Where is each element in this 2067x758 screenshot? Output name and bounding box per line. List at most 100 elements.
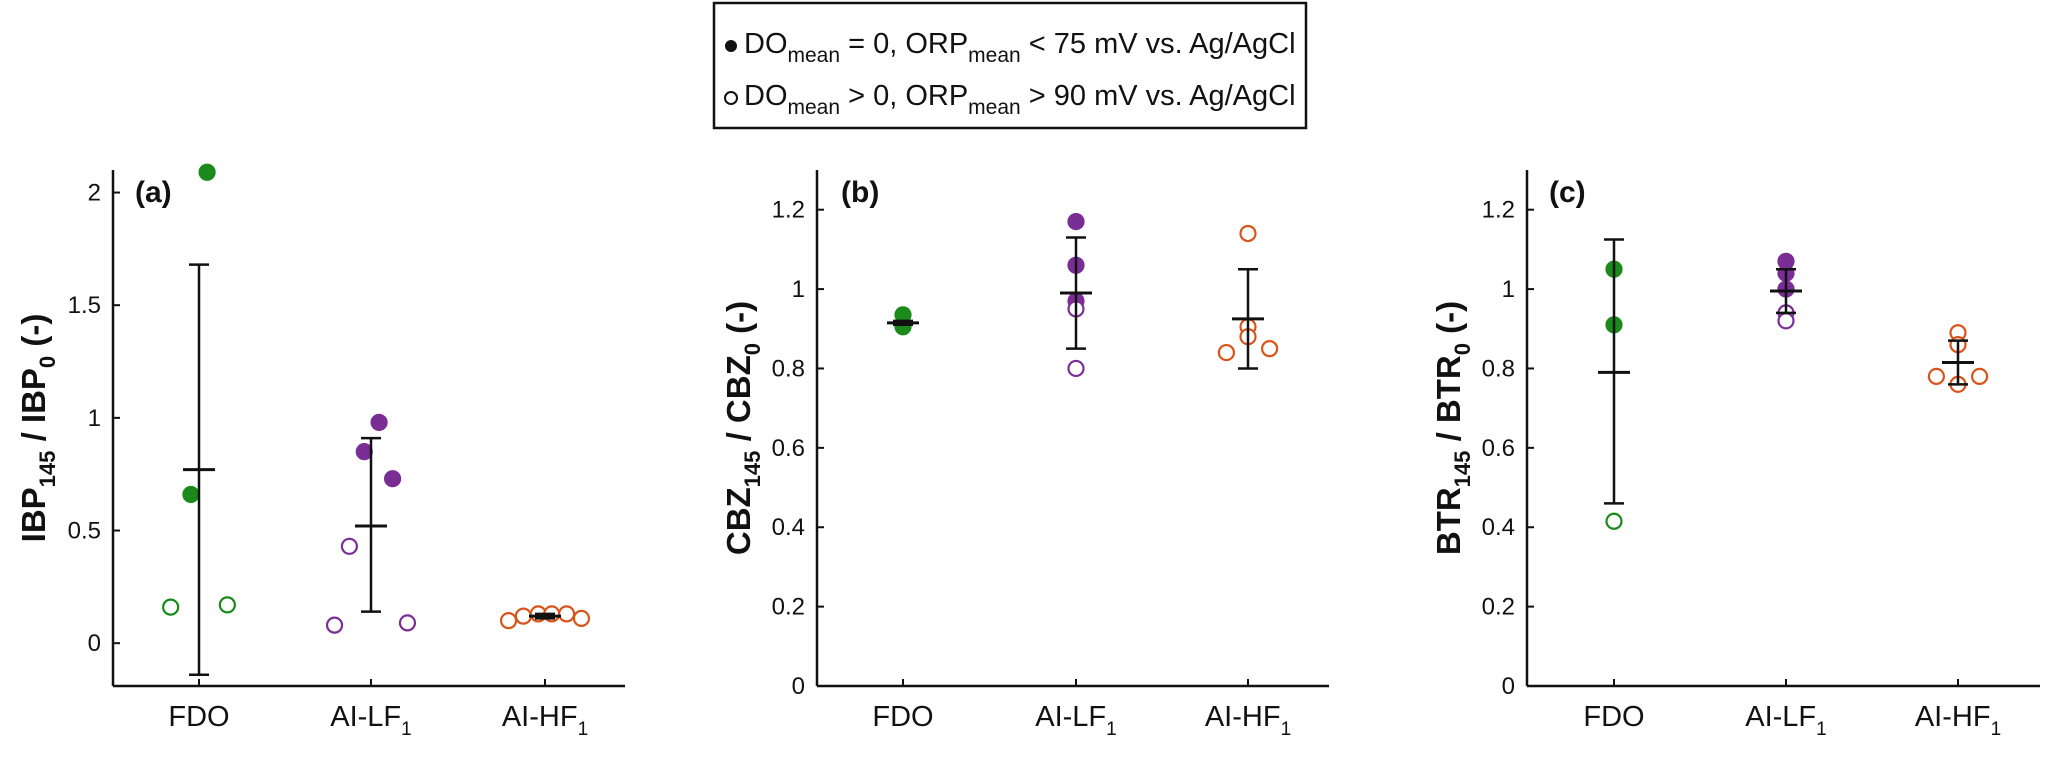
x-tick-label: FDO (1583, 701, 1644, 733)
y-axis-label-part: CBZ (720, 487, 757, 555)
data-group (1927, 324, 1989, 393)
x-tick-label-main: FDO (872, 701, 933, 733)
data-group (499, 605, 591, 630)
x-tick-label: AI-HF1 (1915, 701, 2001, 740)
x-tick-label: FDO (168, 701, 229, 733)
y-axis-label-part: / CBZ (720, 355, 757, 450)
x-tick-label-sub: 1 (1991, 719, 2002, 740)
x-tick-label-main: FDO (168, 701, 229, 733)
x-tick-label-main: AI-HF (502, 701, 578, 733)
x-tick-label: AI-HF1 (502, 701, 588, 740)
data-point-open (514, 607, 533, 625)
data-point-filled (355, 443, 373, 461)
y-tick-label: 1 (792, 276, 805, 303)
data-group (1060, 213, 1092, 378)
x-tick-label-sub: 1 (578, 719, 589, 740)
y-axis-label: CBZ145 / CBZ0 (-) (720, 301, 765, 555)
panel-label: (a) (135, 176, 172, 209)
panel-label: (b) (841, 176, 879, 209)
x-tick-label: FDO (872, 701, 933, 733)
legend-box (712, 1, 1308, 130)
data-point-open (1217, 343, 1236, 362)
x-tick-label: AI-LF1 (330, 701, 411, 740)
y-axis-label-sub: 0 (35, 356, 60, 368)
y-tick-label: 0 (88, 630, 101, 657)
y-tick-label: 0.8 (1482, 355, 1515, 382)
y-axis-label-part: (-) (1430, 301, 1467, 343)
x-tick-label: AI-HF1 (1205, 701, 1291, 740)
y-tick-label: 1 (1502, 276, 1515, 303)
data-point-open (1239, 224, 1257, 243)
x-tick-label-main: AI-LF (330, 701, 401, 733)
x-tick-label-main: AI-HF (1915, 701, 1991, 733)
data-group (325, 413, 417, 634)
y-tick-label: 1.2 (1482, 197, 1515, 224)
y-axis-label-part: / BTR (1430, 355, 1467, 450)
y-axis-label-sub: 0 (1450, 343, 1475, 355)
data-point-filled (182, 485, 200, 504)
y-axis-label: IBP145 / IBP0 (-) (15, 314, 60, 543)
x-tick-label-main: AI-LF (1745, 701, 1816, 733)
x-tick-label-main: FDO (1583, 701, 1644, 733)
x-tick-label-main: AI-LF (1035, 701, 1106, 733)
y-tick-label: 0 (1502, 673, 1515, 700)
data-group (162, 163, 236, 676)
y-tick-label: 0.4 (1482, 514, 1515, 541)
y-tick-label: 1 (88, 405, 101, 432)
data-group (1770, 252, 1802, 330)
data-point-filled (1067, 213, 1085, 231)
data-point-open (162, 598, 180, 616)
y-tick-label: 2 (88, 180, 101, 207)
data-point-open (1777, 312, 1795, 330)
data-point-open (557, 605, 576, 623)
y-axis-label-part: (-) (15, 314, 52, 356)
y-axis-label-sub: 145 (740, 451, 765, 488)
x-tick-label-sub: 1 (1281, 719, 1292, 740)
y-axis-label-sub: 0 (740, 343, 765, 355)
data-point-filled (198, 163, 216, 181)
y-tick-label: 1.2 (772, 197, 805, 224)
data-point-filled (384, 470, 402, 488)
data-point-open (398, 614, 417, 632)
y-axis-label-part: / IBP (15, 368, 52, 451)
panel-label: (c) (1549, 176, 1586, 209)
data-point-open (1927, 367, 1946, 385)
data-point-open (499, 612, 518, 630)
legend-entry-filled: DOmean = 0, ORPmean < 75 mV vs. Ag/AgCl (744, 28, 1296, 67)
data-point-open (325, 616, 344, 634)
y-tick-label: 0.5 (68, 518, 101, 545)
y-tick-label: 0 (792, 673, 805, 700)
y-axis-label-sub: 145 (35, 451, 60, 488)
y-tick-label: 0.2 (772, 594, 805, 621)
data-point-open (340, 537, 358, 555)
legend: DOmean = 0, ORPmean < 75 mV vs. Ag/AgCl … (712, 1, 1308, 130)
y-axis-label-part: (-) (720, 301, 757, 343)
y-tick-label: 0.4 (772, 514, 805, 541)
y-tick-label: 0.2 (1482, 594, 1515, 621)
x-tick-label-main: AI-HF (1205, 701, 1281, 733)
legend-entry-open: DOmean > 0, ORPmean > 90 mV vs. Ag/AgCl (744, 80, 1296, 119)
data-group (1217, 224, 1279, 370)
legend-marker-open (724, 91, 738, 105)
y-tick-label: 1.5 (68, 292, 101, 319)
data-point-open (218, 596, 236, 614)
y-axis-label-part: BTR (1430, 487, 1467, 555)
y-axis-label: BTR145 / BTR0 (-) (1430, 301, 1475, 555)
data-point-open (1605, 512, 1623, 530)
y-axis-label-sub: 145 (1450, 451, 1475, 488)
y-tick-label: 0.6 (1482, 435, 1515, 462)
x-tick-label: AI-LF1 (1745, 701, 1826, 740)
x-tick-label-sub: 1 (401, 719, 412, 740)
y-tick-label: 0.6 (772, 435, 805, 462)
x-tick-label-sub: 1 (1816, 719, 1827, 740)
data-point-open (1067, 359, 1085, 378)
y-axis-label-part: IBP (15, 487, 52, 542)
data-point-filled (370, 413, 388, 431)
legend-marker-filled (725, 40, 737, 52)
data-point-open (1970, 367, 1989, 385)
x-tick-label: AI-LF1 (1035, 701, 1116, 740)
